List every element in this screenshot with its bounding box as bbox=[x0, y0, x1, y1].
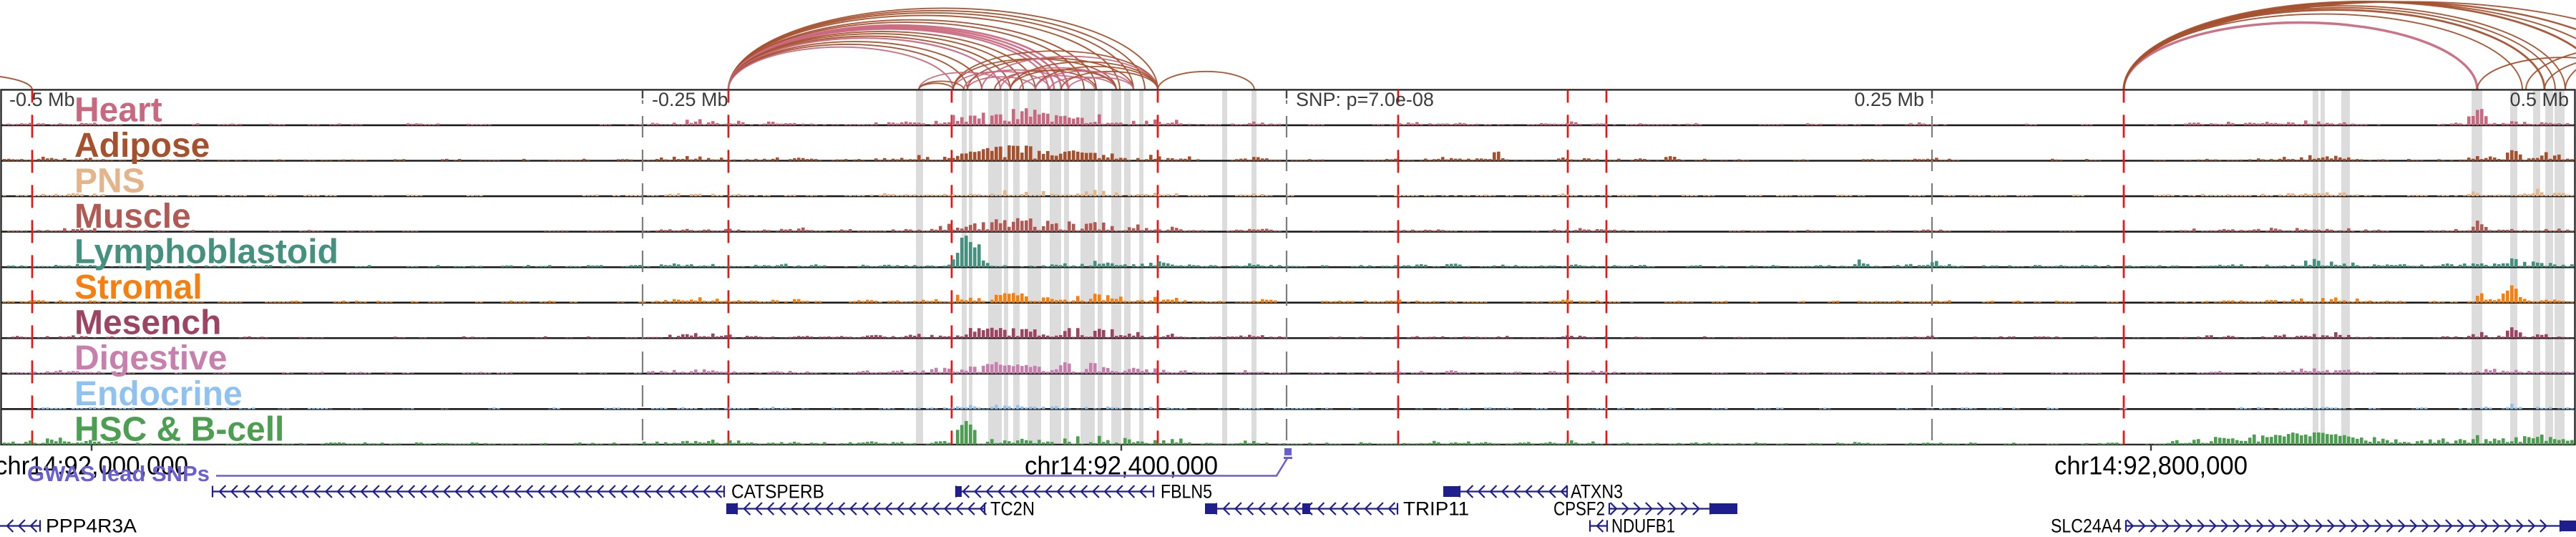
svg-text:Endocrine: Endocrine bbox=[74, 375, 243, 413]
svg-text:0.25 Mb: 0.25 Mb bbox=[1854, 89, 1924, 110]
svg-text:SLC24A4: SLC24A4 bbox=[2051, 516, 2122, 537]
svg-text:Muscle: Muscle bbox=[74, 198, 191, 236]
svg-text:TC2N: TC2N bbox=[990, 498, 1035, 520]
svg-text:GWAS lead SNPs: GWAS lead SNPs bbox=[27, 461, 210, 486]
svg-text:0.5 Mb: 0.5 Mb bbox=[2509, 89, 2569, 110]
svg-text:HSC & B-cell: HSC & B-cell bbox=[74, 410, 284, 448]
svg-text:Lymphoblastoid: Lymphoblastoid bbox=[74, 233, 338, 271]
svg-text:chr14:92,800,000: chr14:92,800,000 bbox=[2054, 451, 2248, 480]
svg-text:-0.5 Mb: -0.5 Mb bbox=[9, 89, 75, 110]
svg-text:PNS: PNS bbox=[74, 163, 145, 200]
svg-text:Digestive: Digestive bbox=[74, 339, 227, 377]
svg-text:-0.25 Mb: -0.25 Mb bbox=[652, 89, 728, 110]
svg-text:Adipose: Adipose bbox=[74, 127, 210, 165]
svg-text:Stromal: Stromal bbox=[74, 268, 203, 306]
svg-text:PPP4R3A: PPP4R3A bbox=[46, 516, 137, 537]
svg-text:Mesench: Mesench bbox=[74, 304, 221, 342]
svg-text:CPSF2: CPSF2 bbox=[1553, 498, 1605, 520]
svg-text:NDUFB1: NDUFB1 bbox=[1611, 516, 1675, 537]
svg-text:TRIP11: TRIP11 bbox=[1403, 498, 1469, 520]
svg-text:chr14:92,000,000: chr14:92,000,000 bbox=[0, 451, 188, 480]
svg-text:ATXN3: ATXN3 bbox=[1571, 481, 1623, 503]
svg-text:CATSPERB: CATSPERB bbox=[731, 481, 824, 503]
svg-text:SNP: p=7.0e-08: SNP: p=7.0e-08 bbox=[1296, 89, 1434, 110]
svg-text:Heart: Heart bbox=[74, 91, 162, 129]
svg-text:FBLN5: FBLN5 bbox=[1161, 481, 1212, 503]
